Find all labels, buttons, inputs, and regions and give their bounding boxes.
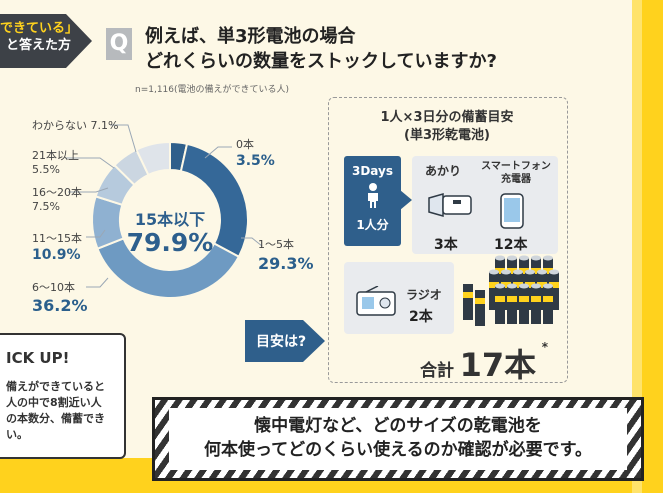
battery-12 — [507, 283, 517, 324]
battery-13 — [519, 283, 529, 324]
item-light-count: 3本 — [434, 237, 458, 253]
battery-0 — [495, 255, 505, 296]
header-tag: できている」 と答えた方 — [0, 20, 79, 54]
person-label: 1人分 — [356, 218, 389, 232]
question-line2: どれくらいの数量をストックしていますか? — [145, 51, 497, 72]
total-value: 17本 — [459, 346, 537, 384]
label-6-10-value: 36.2% — [32, 296, 88, 315]
days-pointer — [400, 190, 412, 210]
q-badge: Q — [106, 28, 132, 60]
battery-1 — [507, 255, 517, 296]
days-label: 3Days — [351, 164, 393, 178]
item-phone-name: スマートフォン 充電器 — [478, 160, 554, 186]
pickup-text: 備えができていると 人の中で8割近い人 の本数分、備蓄でき い。 — [6, 379, 105, 443]
header-tag-line1: できている」 — [0, 21, 79, 36]
label-0hon-name: 0本 — [236, 138, 254, 151]
pickup-box: ICK UP! 備えができていると 人の中で8割近い人 の本数分、備蓄でき い。 — [0, 333, 126, 459]
label-16-20-value: 7.5% — [32, 200, 60, 213]
label-16-20-name: 16〜20本 — [32, 186, 82, 199]
battery-3 — [531, 255, 541, 296]
label-21plus-value: 5.5% — [32, 163, 60, 176]
battery-2 — [519, 255, 529, 296]
right-stripe — [632, 0, 642, 493]
banner-line2: 何本使ってどのくらい使えるのか確認が必要です。 — [204, 440, 592, 460]
label-unknown: わからない 7.1% — [32, 119, 118, 133]
item-phone-count: 12本 — [494, 237, 528, 253]
battery-17 — [475, 290, 485, 326]
radio-icon — [356, 286, 396, 316]
estimate-title-line1: 1人×3日分の備蓄目安 — [380, 110, 514, 125]
smartphone-icon — [500, 193, 524, 229]
estimate-box — [328, 97, 568, 383]
bottom-banner-inner: 懐中電灯など、どのサイズの乾電池を 何本使ってどのくらい使えるのか確認が必要です… — [169, 408, 627, 470]
pickup-title: ICK UP! — [6, 349, 70, 367]
label-11-15-name: 11〜15本 — [32, 232, 82, 245]
person-icon — [367, 183, 378, 208]
days-card: 3Days 1人分 — [344, 156, 401, 246]
donut-slice-6 — [135, 140, 171, 177]
item-phone-name-line2: 充電器 — [501, 174, 531, 185]
pickup-line4: い。 — [6, 428, 28, 441]
battery-15 — [543, 283, 553, 324]
label-unknown-value: 7.1% — [90, 119, 119, 132]
sample-note: n=1,116(電池の備えができている人) — [135, 85, 290, 95]
battery-7 — [513, 269, 523, 310]
battery-16 — [463, 284, 473, 320]
donut-center-label: 15本以下 — [134, 210, 206, 229]
question-line1: 例えば、単3形電池の場合 — [145, 26, 356, 47]
header-tag-line2: と答えた方 — [6, 38, 72, 53]
battery-pile-icon — [463, 255, 559, 326]
label-1-5-value: 29.3% — [258, 254, 314, 273]
item-radio-name: ラジオ — [406, 288, 442, 302]
pickup-line1: 備えができていると — [6, 380, 105, 393]
pickup-line2: 人の中で8割近い人 — [6, 396, 102, 409]
estimate-title-line2: (単3形乾電池) — [404, 128, 490, 143]
battery-11 — [495, 283, 505, 324]
item-phone-name-line1: スマートフォン — [481, 161, 551, 172]
header-tag-arrow — [0, 14, 92, 68]
donut-chart — [91, 140, 249, 299]
donut-slice-2 — [96, 237, 241, 299]
label-6-10-name: 6〜10本 — [32, 281, 75, 294]
battery-9 — [537, 269, 547, 310]
guide-arrow — [245, 320, 325, 362]
total-mark: * — [541, 340, 548, 354]
label-0hon-value: 3.5% — [236, 153, 275, 169]
bottom-banner: 懐中電灯など、どのサイズの乾電池を 何本使ってどのくらい使えるのか確認が必要です… — [152, 397, 644, 481]
flashlight-icon — [428, 193, 472, 217]
battery-8 — [525, 269, 535, 310]
guide-arrow-label: 目安は? — [256, 334, 307, 350]
banner-line1: 懐中電灯など、どのサイズの乾電池を — [254, 416, 542, 436]
label-unknown-name: わからない — [32, 119, 87, 132]
pickup-line3: の本数分、備蓄でき — [6, 412, 105, 425]
item-light-name: あかり — [425, 164, 462, 178]
label-1-5-name: 1〜5本 — [258, 238, 294, 251]
battery-14 — [531, 283, 541, 324]
donut-center-value: 79.9% — [126, 228, 214, 257]
item-radio-count: 2本 — [409, 309, 433, 325]
q-mark: Q — [109, 31, 129, 56]
total: 合計 17本 * — [420, 340, 548, 386]
battery-6 — [501, 269, 511, 310]
label-21plus-name: 21本以上 — [32, 149, 79, 162]
battery-5 — [489, 269, 499, 310]
battery-4 — [543, 255, 553, 296]
battery-10 — [549, 269, 559, 310]
label-11-15-value: 10.9% — [32, 247, 81, 263]
total-prefix: 合計 — [420, 361, 454, 381]
